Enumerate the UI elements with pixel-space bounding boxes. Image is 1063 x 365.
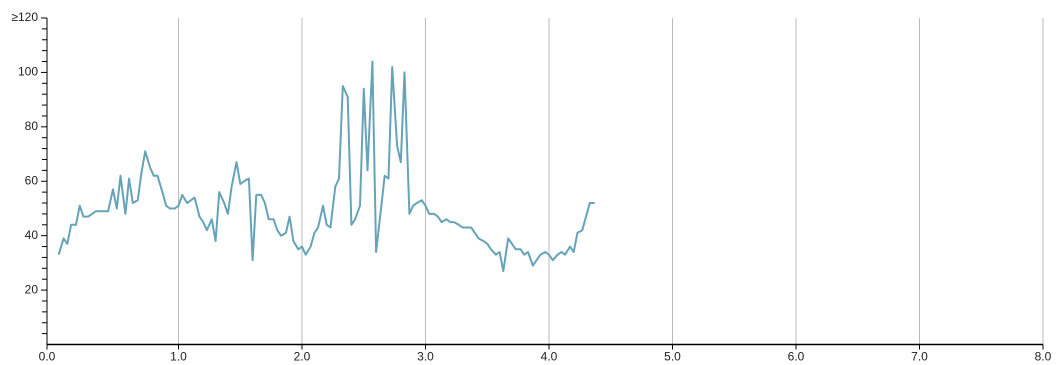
y-tick-label: 80 [25,119,39,133]
x-tick-label: 4.0 [541,350,558,364]
y-tick-label: ≥120 [11,10,38,24]
y-tick-label: 60 [25,173,39,187]
y-tick-label: 100 [18,65,38,79]
x-tick-label: 7.0 [911,350,928,364]
x-tick-label: 8.0 [1035,350,1052,364]
x-tick-label: 6.0 [788,350,805,364]
line [57,60,595,272]
x-tick-label: 3.0 [417,350,434,364]
x-tick-label: 0.0 [39,350,56,364]
y-tick-label: 20 [25,282,39,296]
x-tick-label: 2.0 [294,350,311,364]
x-tick-label: 5.0 [664,350,681,364]
x-tick-label: 1.0 [170,350,187,364]
y-tick-label: 40 [25,228,39,242]
